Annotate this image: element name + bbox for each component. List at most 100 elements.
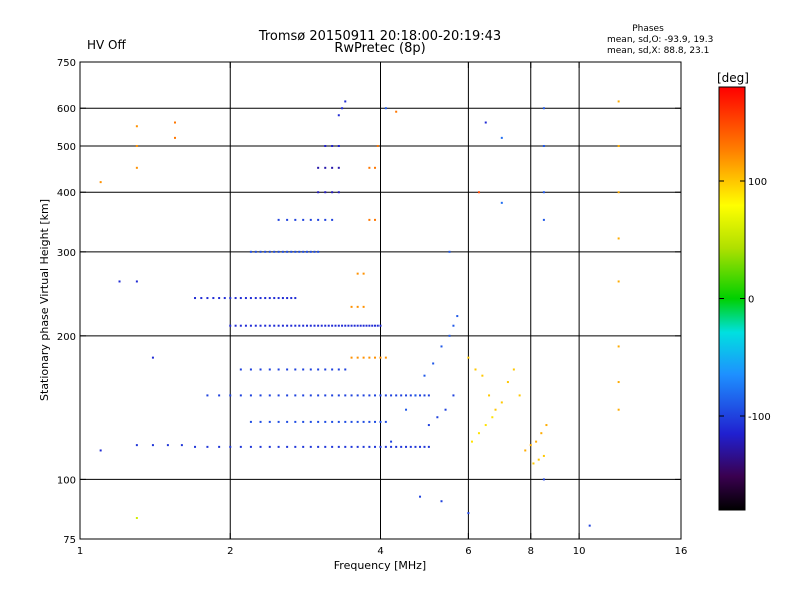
colorbar-tick-label: 100 [748, 177, 767, 188]
data-point [286, 394, 289, 397]
data-point [368, 356, 371, 359]
data-point [302, 324, 305, 327]
data-point [173, 136, 176, 139]
data-point [395, 394, 398, 397]
data-point [173, 121, 176, 124]
data-point [374, 218, 377, 221]
x-axis-label: Frequency [MHz] [334, 559, 426, 572]
data-point [320, 324, 323, 327]
data-point [273, 324, 276, 327]
data-point [368, 445, 371, 448]
data-point [359, 324, 362, 327]
data-point [419, 445, 422, 448]
data-point [379, 420, 382, 423]
data-point [376, 324, 379, 327]
data-point [423, 445, 426, 448]
data-point [194, 297, 197, 300]
data-point [414, 394, 417, 397]
data-point [529, 444, 532, 447]
data-point [286, 368, 289, 371]
data-point [448, 250, 451, 253]
status-label: HV Off [87, 38, 126, 52]
data-point [331, 166, 334, 169]
data-point [356, 445, 359, 448]
data-point [500, 401, 503, 404]
data-point [368, 166, 371, 169]
data-point [277, 420, 280, 423]
colorbar-tick-label: -100 [748, 412, 771, 423]
data-point [379, 394, 382, 397]
data-point [259, 420, 262, 423]
data-point [379, 445, 382, 448]
x-tick-label: 4 [377, 546, 383, 557]
data-point [281, 324, 284, 327]
x-tick-label: 2 [227, 546, 233, 557]
data-point [268, 368, 271, 371]
data-point [313, 250, 316, 253]
data-point [324, 144, 327, 147]
data-point [540, 432, 543, 435]
data-point [617, 100, 620, 103]
data-point [135, 166, 138, 169]
data-point [286, 297, 289, 300]
data-point [488, 394, 491, 397]
data-point [494, 408, 497, 411]
data-point [524, 449, 527, 452]
y-tick-label: 600 [57, 104, 76, 115]
data-point [268, 445, 271, 448]
data-point [309, 394, 312, 397]
data-point [135, 144, 138, 147]
data-point [518, 394, 521, 397]
data-point [273, 250, 276, 253]
data-point [337, 114, 340, 117]
y-tick-label: 500 [57, 142, 76, 153]
data-point [294, 420, 297, 423]
data-point [298, 324, 301, 327]
data-point [268, 250, 271, 253]
data-point [268, 297, 271, 300]
data-point [400, 394, 403, 397]
data-point [331, 144, 334, 147]
data-point [344, 100, 347, 103]
data-point [317, 250, 320, 253]
data-point [286, 218, 289, 221]
data-point [474, 368, 477, 371]
data-point [395, 110, 398, 113]
data-point [617, 144, 620, 147]
data-point [500, 136, 503, 139]
data-point [294, 250, 297, 253]
x-tick-label: 10 [573, 546, 586, 557]
data-point [617, 381, 620, 384]
data-point [277, 218, 280, 221]
data-point [467, 512, 470, 515]
stats-line-o: mean, sd,O: -93.9, 19.3 [607, 35, 713, 45]
data-point [259, 445, 262, 448]
data-point [135, 125, 138, 128]
y-tick-label: 200 [57, 332, 76, 343]
data-point [350, 356, 353, 359]
colorbar-tick-label: 0 [748, 295, 754, 306]
data-point [249, 445, 252, 448]
data-point [432, 362, 435, 365]
data-point [331, 445, 334, 448]
data-point [324, 420, 327, 423]
data-point [277, 368, 280, 371]
data-point [491, 416, 494, 419]
y-axis-label: Stationary phase Virtual Height [km] [38, 199, 51, 401]
data-point [118, 280, 121, 283]
data-point [180, 444, 183, 447]
data-point [484, 121, 487, 124]
data-point [324, 191, 327, 194]
data-point [277, 445, 280, 448]
data-point [317, 368, 320, 371]
data-point [206, 394, 209, 397]
data-point [390, 440, 393, 443]
data-point [341, 107, 344, 110]
data-point [588, 524, 591, 527]
data-point [337, 144, 340, 147]
data-point [327, 324, 330, 327]
y-tick-label: 400 [57, 188, 76, 199]
data-point [277, 250, 280, 253]
x-tick-label: 6 [465, 546, 471, 557]
data-point [99, 181, 102, 184]
